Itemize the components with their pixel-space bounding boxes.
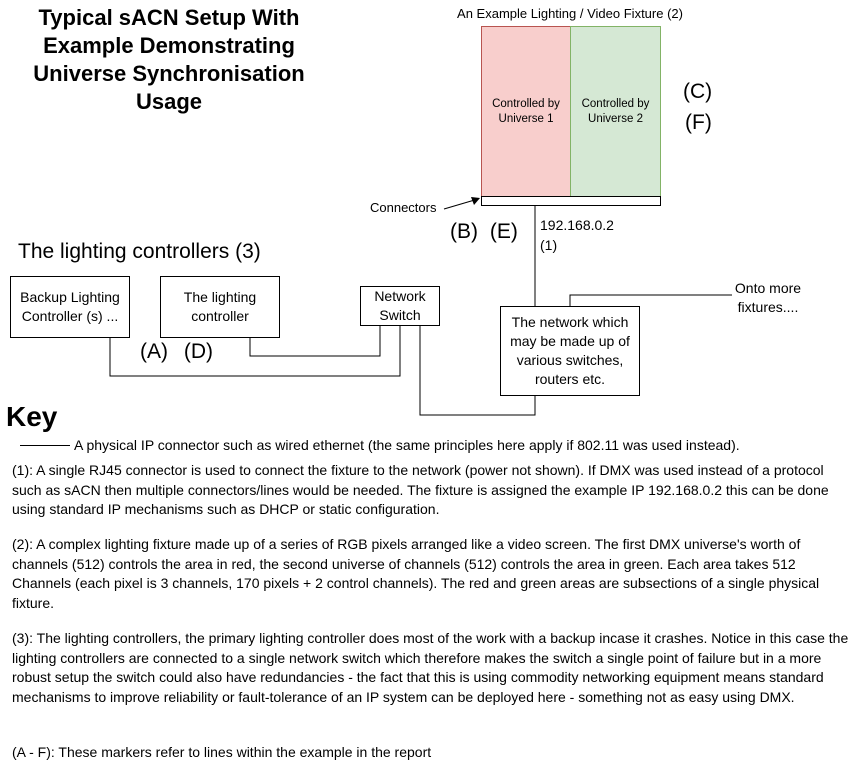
- fixture-zone-universe-2: Controlled by Universe 2: [570, 26, 661, 197]
- ip-reference: (1): [540, 237, 558, 253]
- marker-a-d: (A) (D): [140, 340, 213, 363]
- marker-c: (C): [683, 80, 713, 103]
- connectors-arrow: [443, 198, 479, 210]
- wire-primary-to-switch: [249, 326, 381, 357]
- key-note-3: (3): The lighting controllers, the prima…: [12, 630, 849, 705]
- zone-red-label: Controlled by Universe 1: [492, 97, 560, 125]
- key-line-sample: [20, 445, 70, 446]
- controllers-heading: The lighting controllers (3): [18, 240, 261, 263]
- network-label: The network which may be made up of vari…: [510, 314, 630, 387]
- network-switch-label: Network Switch: [374, 288, 426, 323]
- key-note-2: (2): A complex lighting fixture made up …: [12, 536, 820, 611]
- backup-controller-box: Backup Lighting Controller (s) ...: [10, 276, 130, 338]
- marker-b-e: (B) (E): [450, 220, 518, 243]
- backup-controller-label: Backup Lighting Controller (s) ...: [20, 289, 120, 324]
- wire-backup-to-switch: [109, 326, 401, 377]
- marker-f: (F): [685, 111, 712, 134]
- zone-green-label: Controlled by Universe 2: [581, 97, 650, 125]
- ip-label: 192.168.0.2: [540, 217, 614, 233]
- primary-controller-label: The lighting controller: [183, 289, 257, 324]
- network-box: The network which may be made up of vari…: [500, 306, 640, 396]
- primary-controller-box: The lighting controller: [160, 276, 280, 338]
- key-note-4: (A - F): These markers refer to lines wi…: [12, 744, 432, 760]
- key-heading: Key: [6, 401, 58, 432]
- more-fixtures-label: Onto more fixtures....: [734, 280, 802, 315]
- key-note-1: (1): A single RJ45 connector is used to …: [12, 462, 829, 517]
- diagram-title: Typical sACN Setup With Example Demonstr…: [33, 5, 305, 114]
- key-line-description: A physical IP connector such as wired et…: [74, 437, 740, 453]
- fixture-zone-universe-1: Controlled by Universe 1: [481, 26, 571, 197]
- wire-switch-to-network: [419, 326, 536, 416]
- fixture-caption: An Example Lighting / Video Fixture (2): [457, 6, 683, 21]
- connectors-label: Connectors: [370, 200, 437, 215]
- fixture-connector-bar: [481, 196, 661, 206]
- wire-network-to-more-fixtures: [569, 294, 732, 306]
- connectors-arrowhead: [471, 197, 480, 205]
- network-switch-box: Network Switch: [360, 286, 440, 326]
